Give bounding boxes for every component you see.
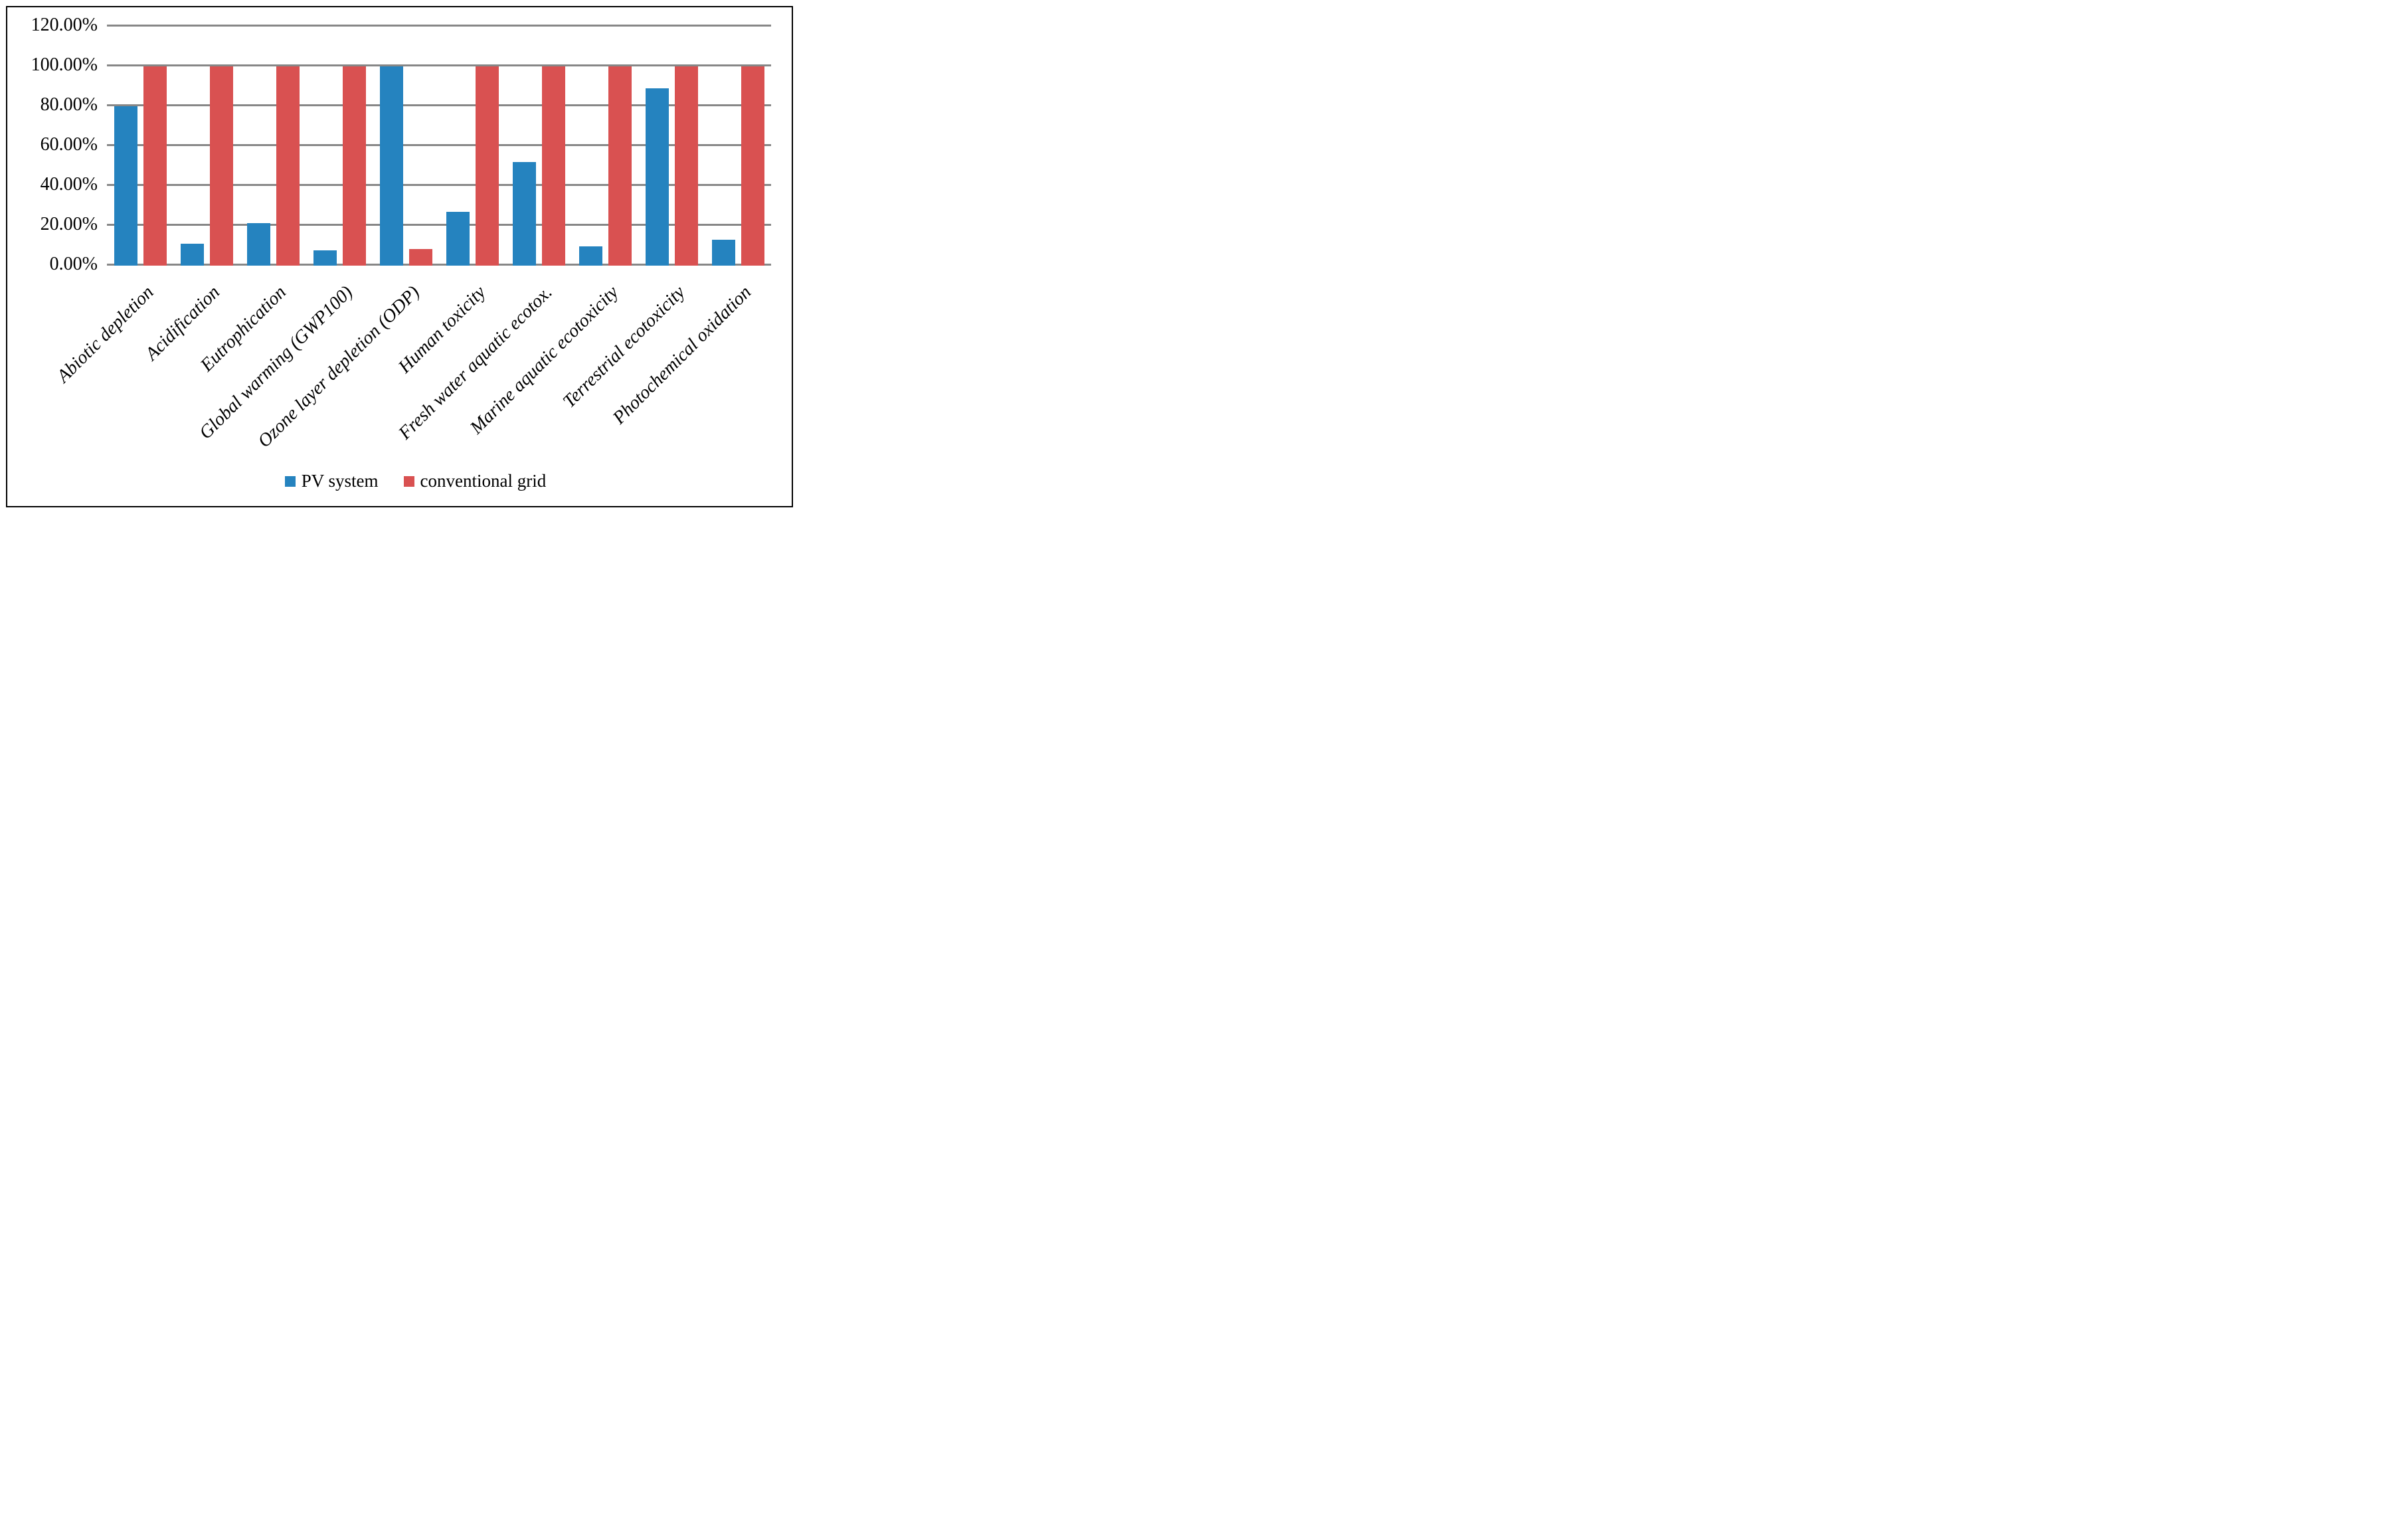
legend-label-pv-system: PV system [301,471,379,491]
legend-item-conventional-grid: conventional grid [403,471,547,491]
gridline [107,64,771,66]
bar-conventional-grid [342,66,366,266]
bar-conventional-grid [143,66,167,266]
bar-pv-system [379,66,403,266]
y-axis-tick-label: 80.00% [40,94,98,115]
bar-conventional-grid [209,66,233,266]
category-label: Abiotic depletion [52,282,158,387]
gridline [107,24,771,27]
y-axis-tick-label: 20.00% [40,214,98,234]
legend: PV system conventional grid [23,472,799,490]
bar-conventional-grid [541,66,565,266]
y-axis-tick-label: 0.00% [49,254,98,274]
bar-pv-system [180,244,204,266]
category-label: Terrestrial ecotoxicity [559,282,689,412]
legend-swatch-conventional-grid-icon [403,475,414,487]
gridline [107,183,771,186]
chart-frame: 0.00% 20.00% 40.00% 60.00% 80.00% 100.00% 120.… [6,6,793,507]
y-axis-tick-label: 100.00% [31,54,98,75]
legend-label-conventional-grid: conventional grid [420,471,547,491]
y-axis-tick-label: 120.00% [31,15,98,35]
bar-pv-system [512,162,536,266]
bar-conventional-grid [408,248,432,266]
gridline [107,223,771,226]
bar-conventional-grid [475,66,499,266]
bar-conventional-grid [276,66,300,266]
gridline [107,263,771,266]
bar-pv-system [313,250,337,266]
legend-item-pv-system: PV system [284,471,379,491]
bar-pv-system [114,106,137,266]
bar-conventional-grid [674,66,698,266]
bar-conventional-grid [608,66,632,266]
gridline [107,143,771,146]
bar-pv-system [645,88,669,266]
category-label: Photochemical oxidation [609,282,756,429]
plot-area: 0.00% 20.00% 40.00% 60.00% 80.00% 100.00% 120.… [7,7,792,506]
bar-pv-system [446,212,470,266]
bar-chart-figure: 0.00% 20.00% 40.00% 60.00% 80.00% 100.00% 120.… [0,0,799,513]
bar-pv-system [711,240,735,266]
bar-conventional-grid [741,66,764,266]
gridline [107,104,771,106]
y-axis-tick-label: 60.00% [40,134,98,155]
y-axis-tick-label: 40.00% [40,174,98,195]
bar-pv-system [578,246,602,266]
bar-pv-system [246,222,270,266]
legend-swatch-pv-system-icon [284,475,296,487]
